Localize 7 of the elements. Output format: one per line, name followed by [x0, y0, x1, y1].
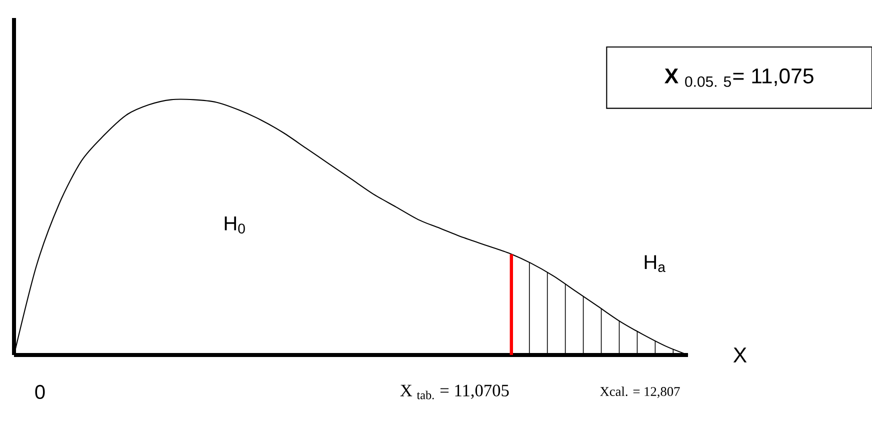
text: X $_{0.05. 5}$= 11,075 — [664, 68, 814, 87]
x-axis-title: X — [733, 348, 747, 362]
annotation: H$_{a}$ — [644, 255, 666, 272]
annotation: H$_{0}$ — [224, 216, 245, 234]
text: 0 — [35, 384, 45, 400]
text: Xcal. = 12,807 — [600, 386, 680, 398]
text: X $_{tab.}$ = 11,0705 — [400, 384, 509, 400]
